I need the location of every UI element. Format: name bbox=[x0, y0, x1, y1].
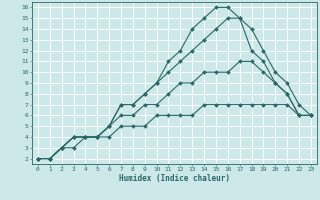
X-axis label: Humidex (Indice chaleur): Humidex (Indice chaleur) bbox=[119, 174, 230, 183]
